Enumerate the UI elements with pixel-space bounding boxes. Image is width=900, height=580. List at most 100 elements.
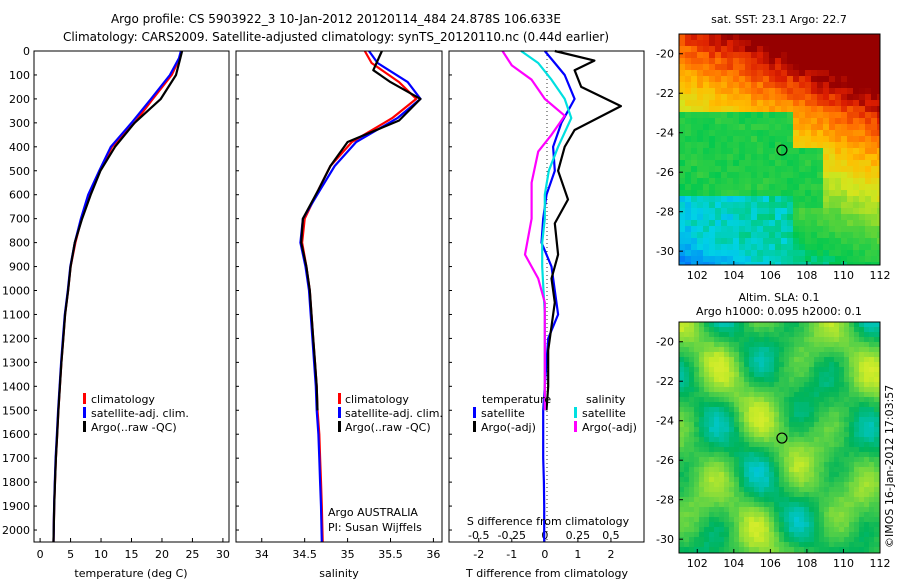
heatmap-cell [829,532,835,538]
heatmap-cell [805,64,812,71]
heatmap-cell [719,342,725,348]
heatmap-cell [764,402,770,408]
heatmap-cell [787,112,794,119]
heatmap-cell [874,537,880,543]
heatmap-cell [864,522,870,528]
legend-label-t-argo: Argo(-adj) [481,421,536,434]
heatmap-cell [763,46,770,53]
heatmap-cell [874,502,880,508]
heatmap-cell [789,512,795,518]
heatmap-cell [864,342,870,348]
heatmap-cell [739,382,745,388]
heatmap-cell [787,238,794,245]
heatmap-cell [744,547,750,553]
heatmap-cell [749,497,755,503]
heatmap-cell [823,40,830,47]
heatmap-cell [769,462,775,468]
heatmap-cell [854,407,860,413]
heatmap-cell [859,532,865,538]
heatmap-cell [869,427,875,433]
heatmap-cell [754,417,760,423]
heatmap-cell [784,392,790,398]
heatmap-cell [714,547,720,553]
heatmap-cell [699,352,705,358]
heatmap-cell [759,467,765,473]
heatmap-cell [684,372,690,378]
heatmap-cell [849,412,855,418]
heatmap-cell [715,70,722,77]
heatmap-cell [839,377,845,383]
heatmap-cell [859,487,865,493]
heatmap-cell [823,58,830,65]
heatmap-cell [727,220,734,227]
difference-plot-frame [448,50,645,543]
heatmap-cell [739,76,746,83]
heatmap-cell [744,542,750,548]
heatmap-cell [704,327,710,333]
heatmap-cell [721,136,728,143]
heatmap-cell [684,532,690,538]
heatmap-cell [787,220,794,227]
heatmap-cell [849,422,855,428]
heatmap-cell [849,447,855,453]
heatmap-cell [859,172,866,179]
heatmap-cell [794,442,800,448]
heatmap-cell [749,337,755,343]
heatmap-cell [781,82,788,89]
heatmap-cell [834,542,840,548]
lon-tick-label: 110 [833,269,854,282]
heatmap-cell [854,477,860,483]
heatmap-cell [744,437,750,443]
heatmap-cell [781,148,788,155]
heatmap-cell [689,522,695,528]
heatmap-cell [685,184,692,191]
heatmap-cell [724,367,730,373]
heatmap-cell [849,387,855,393]
sst-heatmap-cells [679,34,881,266]
heatmap-cell [835,232,842,239]
heatmap-cell [869,357,875,363]
heatmap-cell [703,202,710,209]
heatmap-cell [854,377,860,383]
heatmap-cell [703,208,710,215]
heatmap-cell [865,118,872,125]
heatmap-cell [854,372,860,378]
heatmap-cell [834,522,840,528]
heatmap-cell [854,402,860,408]
heatmap-cell [709,136,716,143]
heatmap-cell [704,322,710,328]
heatmap-cell [794,342,800,348]
heatmap-cell [697,118,704,125]
heatmap-cell [734,517,740,523]
heatmap-cell [763,70,770,77]
heatmap-cell [864,517,870,523]
heatmap-cell [799,160,806,167]
heatmap-cell [804,527,810,533]
heatmap-cell [721,88,728,95]
heatmap-cell [859,250,866,257]
depth-tick-label: 1300 [2,356,30,369]
heatmap-cell [809,422,815,428]
heatmap-cell [744,407,750,413]
heatmap-cell [689,512,695,518]
heatmap-cell [844,417,850,423]
heatmap-cell [787,64,794,71]
heatmap-cell [774,547,780,553]
heatmap-cell [849,507,855,513]
heatmap-cell [775,250,782,257]
heatmap-cell [817,154,824,161]
heatmap-cell [877,214,881,221]
heatmap-cell [739,148,746,155]
heatmap-cell [757,142,764,149]
heatmap-cell [787,154,794,161]
heatmap-cell [869,492,875,498]
heatmap-cell [829,507,835,513]
heatmap-cell [745,208,752,215]
heatmap-cell [709,220,716,227]
heatmap-cell [819,437,825,443]
heatmap-cell [787,166,794,173]
heatmap-cell [869,542,875,548]
heatmap-cell [817,226,824,233]
heatmap-cell [781,262,788,266]
heatmap-cell [805,202,812,209]
